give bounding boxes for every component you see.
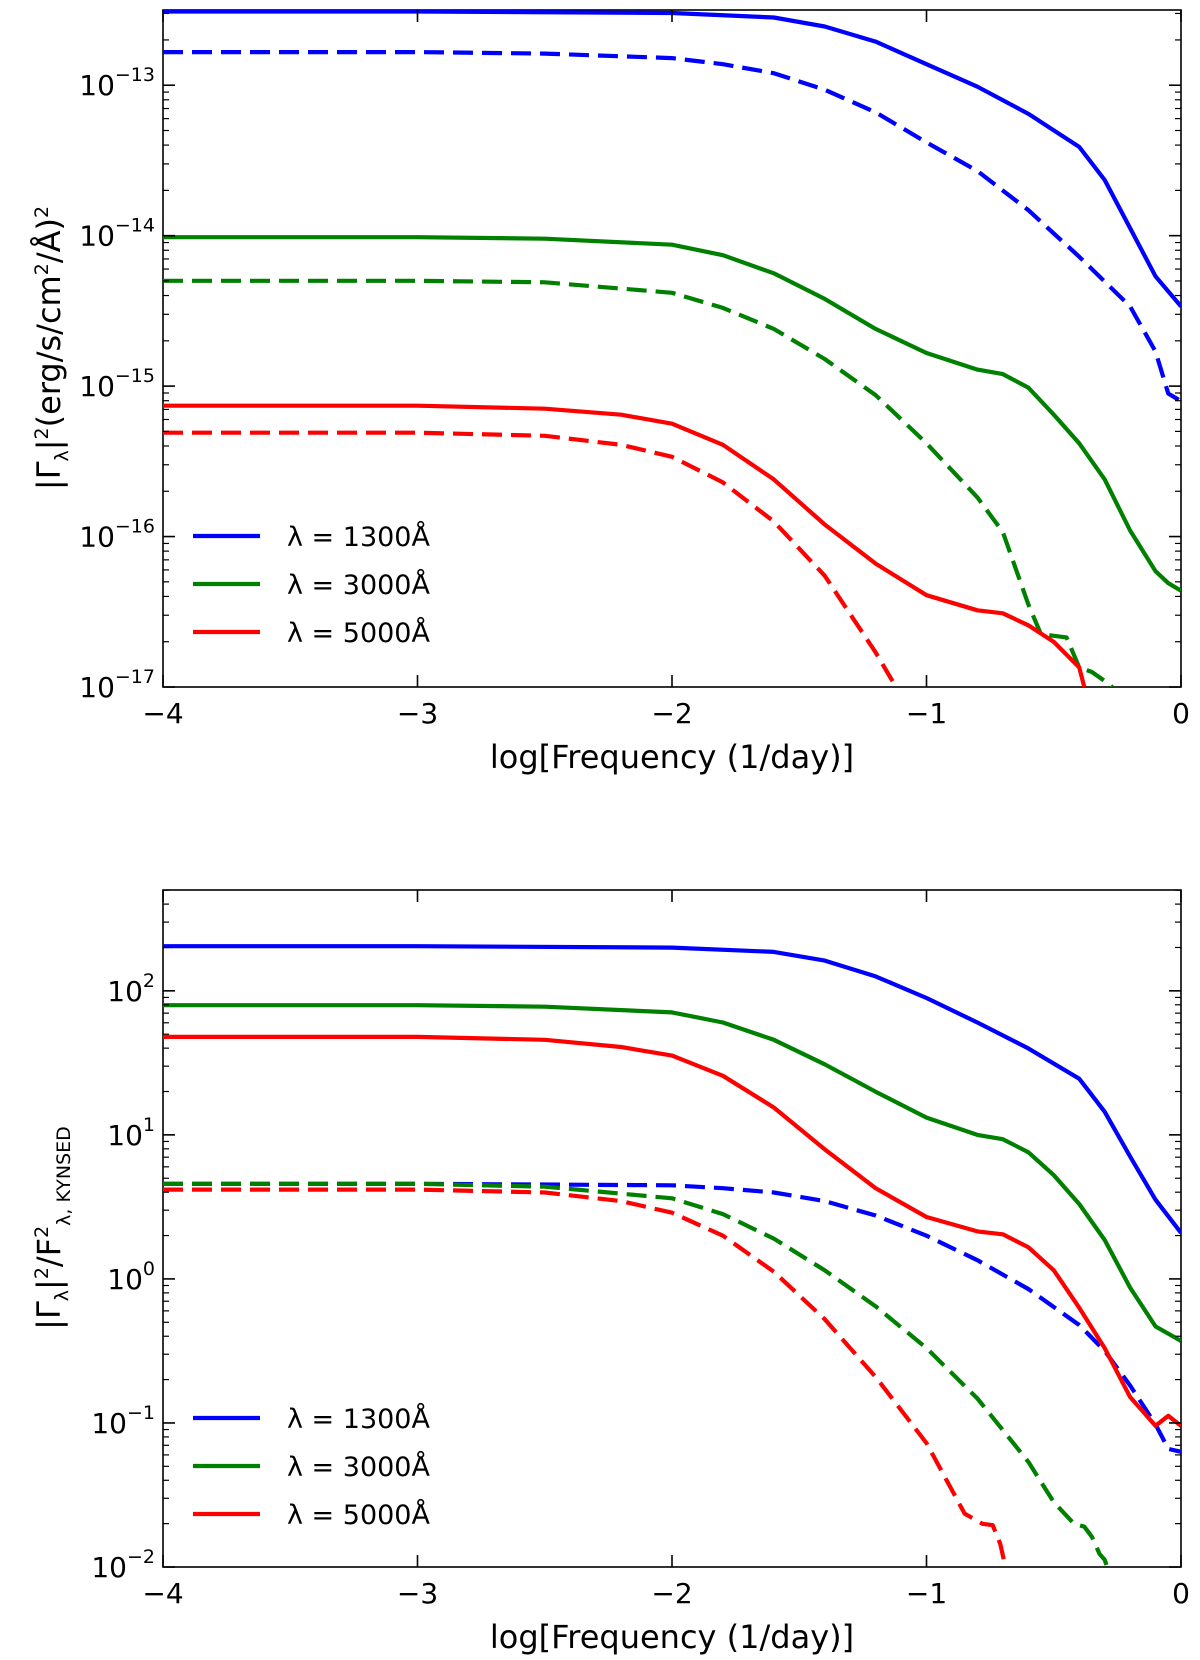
top-series-group [163, 10, 1181, 687]
bottom-series-group [163, 944, 1181, 1567]
top-legend: λ = 1300Å λ = 3000Å λ = 5000Å [193, 521, 430, 649]
series-line-dashed-5 [163, 1187, 1008, 1567]
legend-label: λ = 3000Å [287, 1451, 430, 1483]
series-line-dashed-3 [163, 1181, 1110, 1567]
top-ticks-group: −4 −3 −2 −1 0 10−13 10−14 10−15 10−16 10−17 [79, 10, 1190, 730]
x-tick-label: −4 [142, 697, 183, 730]
legend-label: λ = 5000Å [287, 617, 430, 649]
y-tick-label: 10−1 [91, 1402, 155, 1440]
series-line-solid-0 [163, 944, 1181, 1235]
series-line-solid-2 [163, 235, 1181, 593]
x-tick-label: −2 [651, 1577, 692, 1610]
x-tick-label: −2 [651, 697, 692, 730]
x-tick-label: −1 [906, 1577, 947, 1610]
x-tick-label: −4 [142, 1577, 183, 1610]
series-line-solid-4 [163, 403, 1087, 687]
series-line-solid-4 [163, 1034, 1181, 1428]
series-line-dashed-3 [163, 278, 1114, 687]
series-line-dashed-1 [163, 49, 1181, 404]
bottom-ticks-group: −4 −3 −2 −1 0 102 101 100 10−1 10−2 [91, 889, 1190, 1610]
legend-label: λ = 1300Å [287, 521, 430, 553]
bottom-legend: λ = 1300Å λ = 3000Å λ = 5000Å [193, 1403, 430, 1531]
x-tick-label: −3 [397, 697, 438, 730]
x-tick-label: −1 [906, 697, 947, 730]
series-line-dashed-5 [163, 430, 898, 687]
x-tick-label: 0 [1172, 1577, 1190, 1610]
y-tick-label: 10−2 [91, 1546, 155, 1584]
y-tick-label: 10−13 [79, 64, 155, 102]
legend-label: λ = 3000Å [287, 569, 430, 601]
x-tick-label: −3 [397, 1577, 438, 1610]
y-tick-label: 101 [107, 1114, 155, 1152]
top-y-axis-label: |Γλ|2(erg/s/cm2/Å)2 [30, 206, 73, 490]
x-tick-label: 0 [1172, 697, 1190, 730]
bottom-y-axis-label: |Γλ|2/F2λ, KYNSED [30, 1126, 75, 1330]
y-tick-label: 10−17 [79, 666, 155, 704]
y-tick-label: 10−14 [79, 215, 155, 253]
y-tick-label: 10−15 [79, 365, 155, 403]
legend-label: λ = 5000Å [287, 1499, 430, 1531]
bottom-x-axis-label: log[Frequency (1/day)] [490, 1618, 854, 1656]
series-line-dashed-1 [163, 1181, 1181, 1454]
top-panel: −4 −3 −2 −1 0 10−13 10−14 10−15 10−16 10−17 λ = 1… [30, 9, 1190, 776]
y-tick-label: 10−16 [79, 516, 155, 554]
legend-label: λ = 1300Å [287, 1403, 430, 1435]
series-line-solid-0 [163, 10, 1181, 308]
y-tick-label: 102 [107, 970, 155, 1008]
series-line-solid-2 [163, 1003, 1181, 1343]
y-tick-label: 100 [107, 1258, 155, 1296]
top-x-axis-label: log[Frequency (1/day)] [490, 738, 854, 776]
